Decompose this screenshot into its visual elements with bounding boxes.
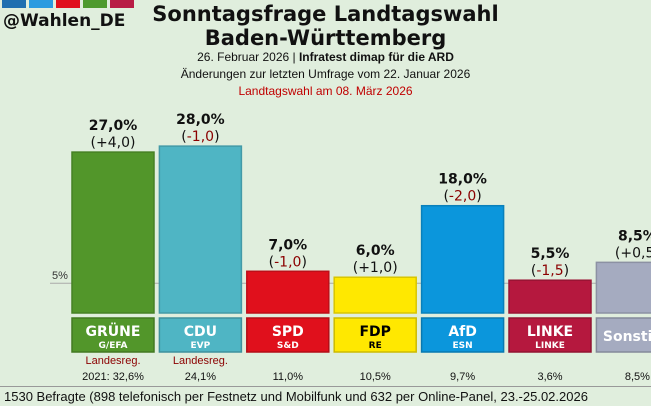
change-value: +4,0 bbox=[96, 135, 130, 151]
change-value: -2,0 bbox=[449, 189, 476, 205]
logo-square bbox=[110, 0, 134, 8]
change-label: (-2,0) bbox=[443, 189, 481, 205]
previous-result: 9,7% bbox=[450, 371, 475, 383]
change-label: (+0,5) bbox=[615, 245, 651, 261]
divider bbox=[0, 386, 651, 387]
change-label: (+4,0) bbox=[91, 135, 136, 151]
party-name: CDU bbox=[184, 324, 217, 340]
previous-result: 2021: 32,6% bbox=[82, 371, 144, 383]
party-label-box bbox=[595, 317, 651, 353]
value-label: 28,0% bbox=[176, 112, 225, 128]
eu-group: S&D bbox=[277, 341, 299, 351]
previous-result: 3,6% bbox=[537, 371, 562, 383]
previous-result: 8,5% bbox=[625, 371, 650, 383]
change-value: -1,5 bbox=[536, 263, 563, 279]
logo-squares bbox=[2, 0, 134, 8]
change-value: -1,0 bbox=[187, 129, 214, 145]
party-name: FDP bbox=[359, 324, 390, 340]
eu-group: LINKE bbox=[535, 341, 565, 351]
party-name: GRÜNE bbox=[86, 322, 141, 340]
eu-group: EVP bbox=[191, 341, 211, 351]
footer-note: 1530 Befragte (898 telefonisch per Festn… bbox=[4, 389, 588, 404]
logo-square bbox=[29, 0, 53, 8]
value-label: 5,5% bbox=[531, 246, 570, 262]
election-line: Landtagswahl am 08. März 2026 bbox=[238, 84, 413, 98]
party-name: LINKE bbox=[527, 324, 573, 340]
change-value: +0,5 bbox=[620, 245, 651, 261]
title-line-1: Sonntagsfrage Landtagswahl bbox=[152, 2, 499, 26]
party-label-box bbox=[71, 317, 155, 353]
eu-group: ESN bbox=[453, 341, 473, 351]
change-label: (-1,0) bbox=[269, 254, 307, 270]
value-label: 6,0% bbox=[356, 243, 395, 259]
change-label: (-1,5) bbox=[531, 263, 569, 279]
value-label: 8,5% bbox=[618, 228, 651, 244]
party-name: Sonstige bbox=[603, 329, 651, 345]
party-label-box bbox=[333, 317, 417, 353]
value-label: 18,0% bbox=[438, 172, 487, 188]
bar-SPD bbox=[246, 270, 330, 314]
institute: Infratest dimap für die ARD bbox=[298, 50, 454, 64]
government-label: Landesreg. bbox=[173, 355, 228, 367]
party-name: AfD bbox=[448, 324, 477, 340]
logo-square bbox=[2, 0, 26, 8]
party-label-box bbox=[246, 317, 330, 353]
change-label: (-1,0) bbox=[181, 129, 219, 145]
logo-square bbox=[83, 0, 107, 8]
government-label: Landesreg. bbox=[85, 355, 140, 367]
bar-GRÜNE bbox=[71, 151, 155, 314]
party-label-box bbox=[420, 317, 505, 353]
eu-group: G/EFA bbox=[99, 341, 128, 351]
previous-result: 11,0% bbox=[273, 371, 304, 383]
bar-AfD bbox=[420, 204, 505, 314]
value-label: 27,0% bbox=[89, 118, 138, 134]
threshold-label: 5% bbox=[52, 270, 68, 282]
eu-group: RE bbox=[369, 341, 382, 351]
previous-result: 10,5% bbox=[360, 371, 391, 383]
twitter-handle: @Wahlen_DE bbox=[3, 11, 126, 31]
date-line: 26. Februar 2026 | Infratest dimap für d… bbox=[0, 50, 651, 64]
change-value: +1,0 bbox=[358, 260, 392, 276]
party-label-box bbox=[158, 317, 243, 353]
title-line-2: Baden-Württemberg bbox=[204, 26, 447, 50]
party-name: SPD bbox=[272, 324, 304, 340]
value-label: 7,0% bbox=[268, 237, 307, 253]
change-value: -1,0 bbox=[274, 254, 301, 270]
date: 26. Februar 2026 | bbox=[197, 50, 299, 64]
bar-Sonstige bbox=[595, 261, 651, 314]
previous-result: 24,1% bbox=[185, 371, 216, 383]
changes-line: Änderungen zur letzten Umfrage vom 22. J… bbox=[180, 67, 471, 81]
change-label: (+1,0) bbox=[353, 260, 398, 276]
bar-CDU bbox=[158, 145, 243, 314]
logo-square bbox=[56, 0, 80, 8]
party-label-box bbox=[508, 317, 592, 353]
bar-LINKE bbox=[508, 279, 592, 314]
bar-FDP bbox=[333, 276, 417, 314]
chart-title: Sonntagsfrage Landtagswahl Baden-Württem… bbox=[0, 2, 651, 50]
